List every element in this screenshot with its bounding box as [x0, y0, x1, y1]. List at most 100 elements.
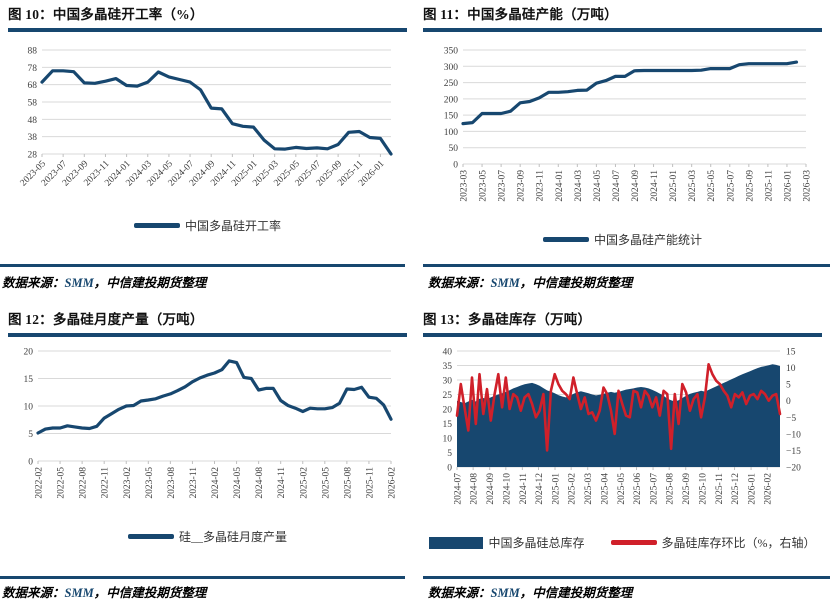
y-axis-tick-label: 100	[444, 128, 459, 138]
footer-separator	[423, 263, 830, 267]
legend-label: 中国多晶硅开工率	[184, 219, 281, 233]
line-series	[455, 362, 782, 452]
y-axis-tick-label: 200	[444, 95, 459, 105]
x-axis-tick-label: 2024-12	[535, 473, 545, 505]
x-axis-tick-label: 2025-07	[650, 473, 660, 505]
y-axis-tick-label: 68	[28, 81, 38, 91]
legend-label: 中国多晶硅总库存	[488, 536, 585, 550]
data-source-note: 数据来源：SMM，中信建投期货整理	[2, 272, 206, 291]
legend-item: 中国多晶硅总库存	[429, 534, 585, 551]
y-axis-tick-label: 25	[443, 391, 453, 401]
x-axis-tick-label: 2025-01	[669, 170, 679, 202]
line-series	[461, 60, 799, 126]
x-axis-tick-label: 2025-11	[365, 467, 375, 499]
x-axis-tick-label: 2025-11	[715, 473, 725, 505]
fig12-legend: 硅__多晶硅月度产量	[8, 528, 407, 545]
y-axis-tick-label: 20	[24, 348, 34, 358]
x-axis-tick-label: 2025-08	[343, 467, 353, 499]
fig10-legend: 中国多晶硅开工率	[8, 217, 407, 234]
figure-11-title: 图 11：中国多晶硅产能（万吨）	[423, 7, 618, 22]
x-axis-tick-label: 2026-01	[748, 473, 758, 505]
legend-line-swatch	[542, 237, 589, 242]
x-axis-tick-label: 2024-10	[502, 473, 512, 505]
right-y-axis-tick-label: −20	[786, 464, 801, 474]
x-axis-tick-label: 2026-01	[783, 170, 793, 202]
source-suffix: ，中信建投期货整理	[93, 276, 207, 290]
figure-10-panel: 图 10：中国多晶硅开工率（%） 28 38 48 58 68 78 88 2023-05 20…	[0, 0, 415, 305]
right-y-axis-tick-label: −15	[786, 447, 801, 457]
fig11-legend: 中国多晶硅产能统计	[423, 231, 822, 248]
source-prefix: 数据来源：	[428, 586, 491, 600]
x-axis-tick-label: 2022-08	[79, 467, 89, 499]
fig11-line-chart: 0 50 100 150 200 250 300 350 2023-03 2023-05 2023-…	[444, 47, 813, 202]
right-y-axis-tick-label: −10	[786, 430, 801, 440]
source-suffix: ，中信建投期货整理	[519, 586, 633, 600]
x-axis-tick-label: 2024-08	[255, 467, 265, 499]
legend-label: 多晶硅库存环比（%，右轴）	[661, 536, 816, 550]
source-smm: SMM	[64, 276, 94, 290]
x-axis-tick-label: 2025-03	[584, 473, 594, 505]
x-axis-tick-label: 2025-05	[617, 473, 627, 505]
x-axis-tick-label: 2026-02	[388, 467, 398, 499]
x-axis-tick-label: 2025-04	[600, 473, 610, 505]
source-smm: SMM	[64, 586, 94, 600]
x-axis-tick-label: 2026-03	[803, 170, 813, 202]
x-axis-tick-label: 2024-09	[486, 473, 496, 505]
x-axis-tick-label: 2024-08	[470, 473, 480, 505]
x-axis-tick-label: 2025-02	[568, 473, 578, 505]
y-axis-tick-label: 15	[24, 375, 34, 385]
line-series	[36, 359, 393, 435]
legend-label: 硅__多晶硅月度产量	[178, 530, 287, 544]
figure-11-panel: 图 11：中国多晶硅产能（万吨） 0 50 100 150 200 250 300 350 20…	[415, 0, 830, 305]
x-axis-tick-label: 2023-05	[145, 467, 155, 499]
x-axis-tick-label: 2024-07	[454, 473, 464, 505]
x-axis-tick-label: 2024-11	[650, 170, 660, 202]
x-axis-tick-label: 2025-10	[698, 473, 708, 505]
y-axis-tick-label: 78	[28, 64, 38, 74]
x-axis-tick-label: 2025-02	[299, 467, 309, 499]
x-axis-tick-label: 2025-05	[707, 170, 717, 202]
fig13-inventory-chart: 0 5 10 15 20 25 30 35 40 −20 −15 −10 −5 0 5 10 15 2024-07…	[443, 348, 802, 505]
y-axis-tick-label: 300	[444, 63, 459, 73]
y-axis-tick-label: 0	[28, 458, 33, 468]
x-axis-tick-label: 2024-03	[574, 170, 584, 202]
figure-10-title: 图 10：中国多晶硅开工率（%）	[8, 7, 204, 22]
x-axis-tick-label: 2023-07	[498, 170, 508, 202]
x-axis-tick-label: 2025-05	[321, 467, 331, 499]
x-axis-tick-label: 2022-02	[35, 467, 45, 499]
y-axis-tick-label: 5	[447, 449, 452, 459]
x-axis-tick-label: 2025-11	[764, 170, 774, 202]
x-axis-tick-label: 2023-05	[479, 170, 489, 202]
y-axis-tick-label: 15	[443, 420, 453, 430]
right-y-axis-tick-label: 5	[786, 381, 791, 391]
y-axis-tick-label: 28	[28, 151, 38, 161]
x-axis-tick-label: 2023-02	[123, 467, 133, 499]
y-axis-tick-label: 10	[24, 403, 34, 413]
y-axis-tick-label: 10	[443, 435, 453, 445]
x-axis-tick-label: 2026-02	[764, 473, 774, 505]
x-axis-tick-label: 2025-12	[731, 473, 741, 505]
right-y-axis-tick-label: 10	[786, 364, 796, 374]
legend-item: 中国多晶硅产能统计	[542, 231, 702, 248]
legend-line-swatch	[133, 223, 180, 228]
title-underline-bar	[423, 28, 822, 32]
figure-13-panel: 图 13：多晶硅库存（万吨） 0 5 10 15 20 25 30 35 40 −20 −15 −10…	[415, 305, 830, 609]
y-axis-tick-label: 50	[449, 144, 459, 154]
right-y-axis-tick-label: 15	[786, 348, 796, 358]
y-axis-tick-label: 58	[28, 99, 38, 109]
data-source-note: 数据来源：SMM，中信建投期货整理	[2, 582, 206, 601]
y-axis-tick-label: 35	[443, 362, 453, 372]
y-axis-tick-label: 48	[28, 116, 38, 126]
y-axis-tick-label: 88	[28, 47, 38, 57]
x-axis-tick-label: 2024-05	[233, 467, 243, 499]
y-axis-tick-label: 40	[443, 348, 453, 358]
footer-separator	[0, 263, 405, 267]
x-axis-tick-label: 2025-09	[682, 473, 692, 505]
data-source-note: 数据来源：SMM，中信建投期货整理	[428, 582, 632, 601]
right-y-axis-tick-label: −5	[786, 414, 796, 424]
x-axis-tick-label: 2025-06	[633, 473, 643, 505]
x-axis-tick-label: 2023-08	[167, 467, 177, 499]
x-axis-tick-label: 2024-05	[593, 170, 603, 202]
source-prefix: 数据来源：	[2, 586, 65, 600]
source-smm: SMM	[490, 276, 520, 290]
